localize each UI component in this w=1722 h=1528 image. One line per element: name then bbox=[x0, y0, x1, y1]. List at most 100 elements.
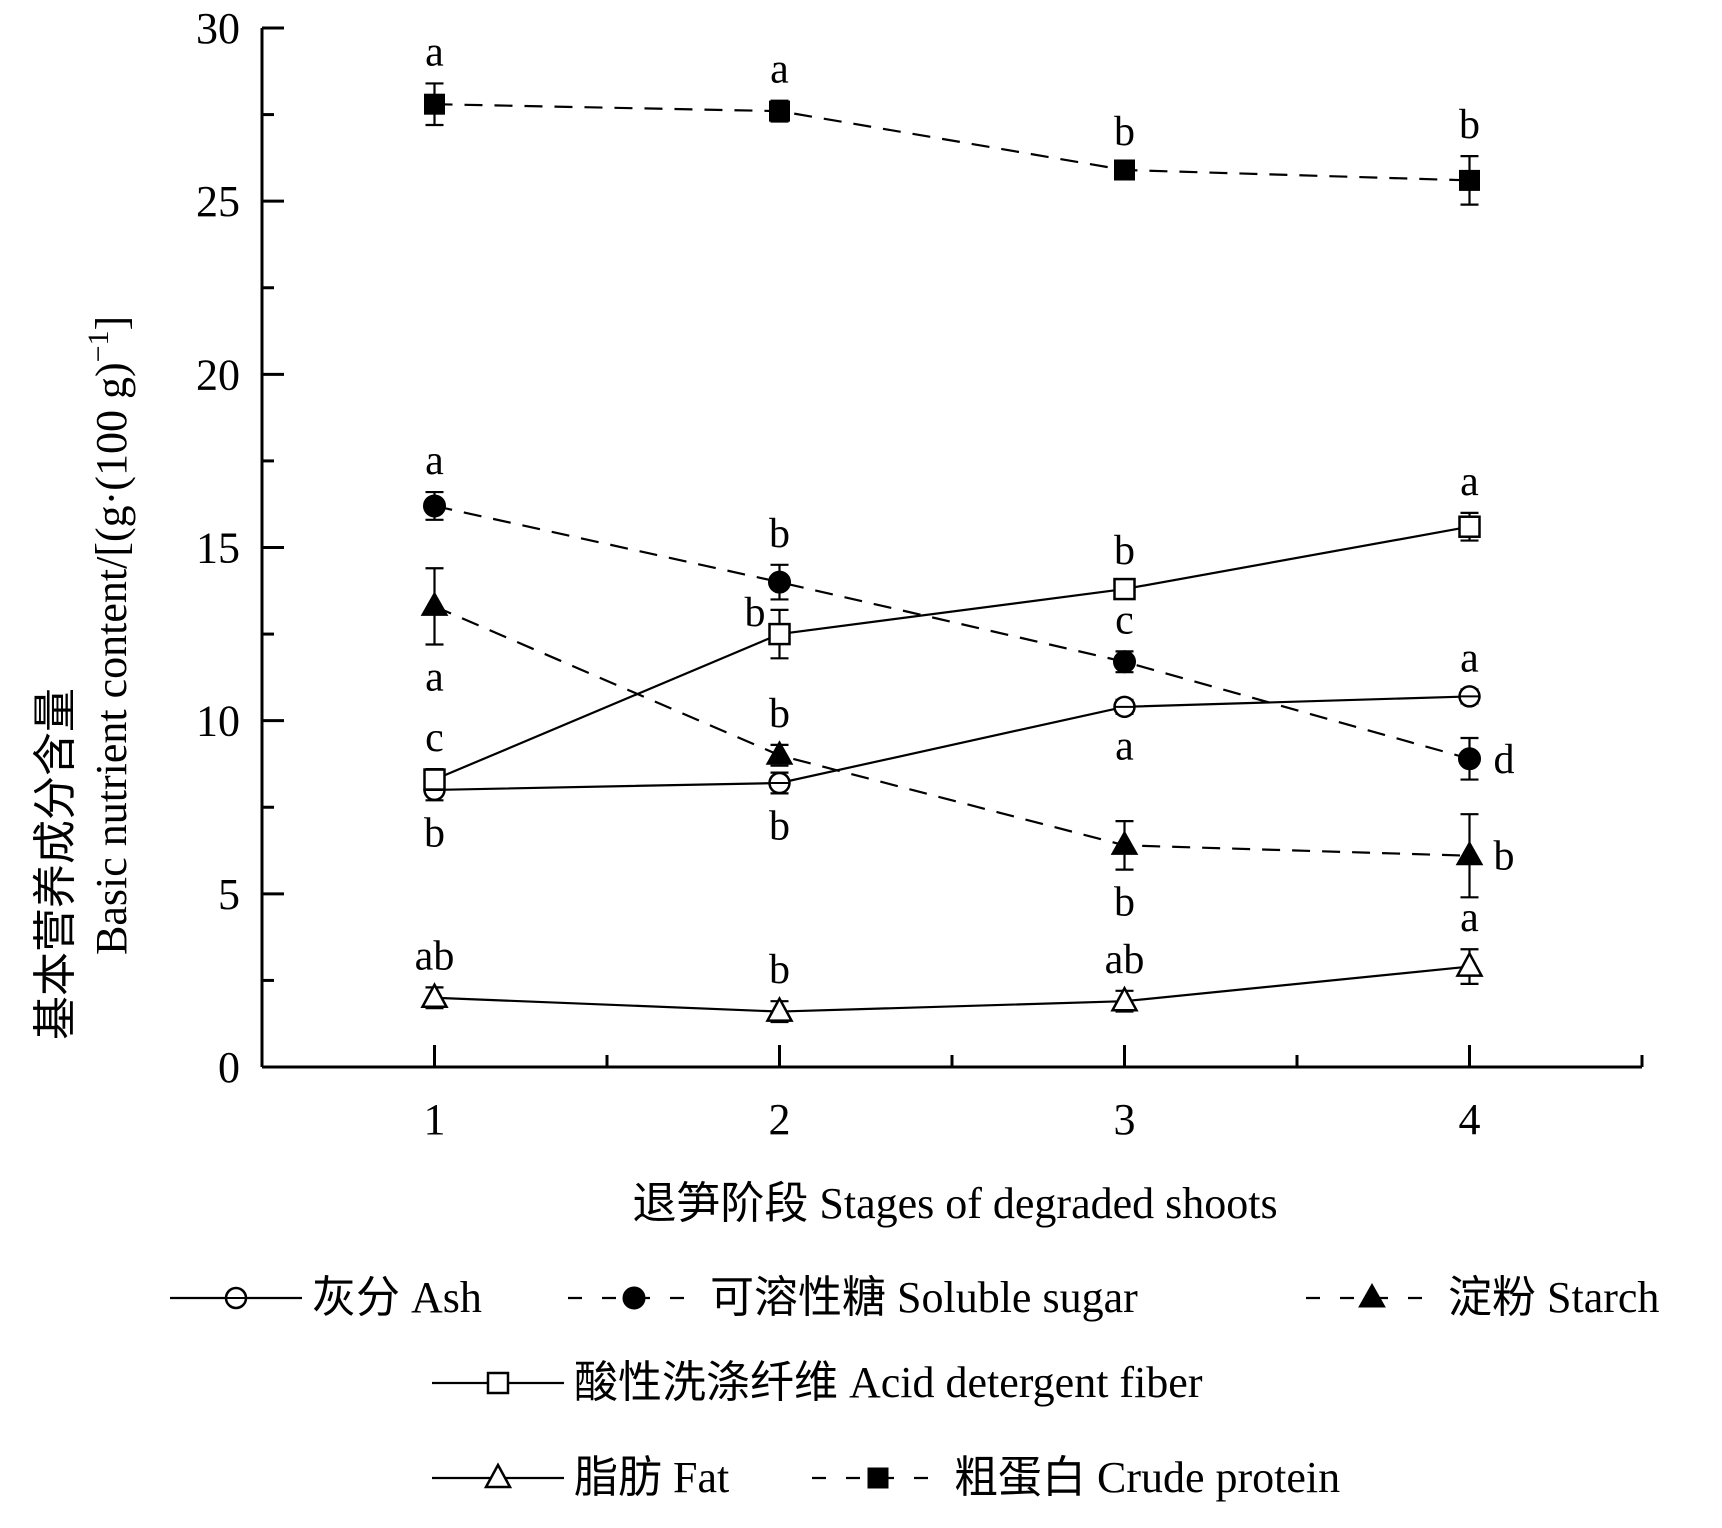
marker-square bbox=[423, 768, 446, 791]
series-line bbox=[434, 504, 1470, 760]
marker-square bbox=[424, 93, 445, 115]
data-point bbox=[1110, 985, 1139, 1012]
data-point bbox=[423, 768, 446, 791]
legend: 灰分 Ash 可溶性糖 Soluble sugar 淀粉 Starch 酸性洗涤纤维 … bbox=[170, 1273, 1659, 1502]
significance-letter: a bbox=[1460, 895, 1479, 941]
data-point bbox=[1113, 577, 1136, 601]
significance-letter: b bbox=[1114, 528, 1135, 574]
series bbox=[420, 948, 1484, 1024]
marker-circle bbox=[622, 1286, 646, 1310]
legend-entry: 脂肪 Fat bbox=[432, 1453, 729, 1502]
significance-letter: a bbox=[425, 29, 444, 75]
series-line bbox=[434, 965, 1470, 1013]
legend-label: 可溶性糖 Soluble sugar bbox=[710, 1273, 1138, 1322]
series bbox=[423, 685, 1481, 802]
y-axis-title-zh: 基本营养成分含量 bbox=[31, 688, 80, 1040]
significance-letter: a bbox=[425, 654, 444, 700]
legend-label: 灰分 Ash bbox=[312, 1273, 482, 1322]
data-point bbox=[765, 995, 794, 1022]
series-line bbox=[434, 525, 1470, 781]
significance-letter: b bbox=[424, 810, 445, 856]
marker-square bbox=[1113, 577, 1136, 601]
significance-letter: ab bbox=[415, 933, 455, 979]
significance-letter: b bbox=[1114, 880, 1135, 926]
significance-letter: a bbox=[1460, 459, 1479, 505]
marker-triangle bbox=[1358, 1282, 1386, 1308]
marker-circle bbox=[1113, 650, 1136, 674]
data-point bbox=[1458, 515, 1481, 538]
y-tick-label: 25 bbox=[196, 177, 240, 226]
y-tick-label: 5 bbox=[218, 870, 240, 919]
data-point bbox=[1455, 950, 1484, 977]
marker-triangle bbox=[420, 982, 449, 1008]
legend-label: 脂肪 Fat bbox=[574, 1453, 729, 1502]
x-tick-label: 2 bbox=[769, 1095, 791, 1144]
data-point bbox=[420, 982, 449, 1008]
legend-entry: 粗蛋白 Crude protein bbox=[812, 1453, 1340, 1502]
significance-letter: a bbox=[425, 438, 444, 484]
legend-marker bbox=[486, 1371, 510, 1395]
data-point bbox=[1455, 840, 1484, 866]
legend-entry: 酸性洗涤纤维 Acid detergent fiber bbox=[432, 1358, 1203, 1407]
marker-square bbox=[769, 100, 790, 122]
marker-triangle bbox=[420, 591, 449, 616]
series bbox=[423, 490, 1481, 781]
legend-label: 粗蛋白 Crude protein bbox=[954, 1453, 1340, 1502]
series-line bbox=[434, 605, 1470, 857]
data-point bbox=[768, 570, 791, 594]
legend-label: 淀粉 Starch bbox=[1448, 1273, 1659, 1322]
legend-marker bbox=[1358, 1282, 1386, 1308]
marker-triangle bbox=[1110, 985, 1139, 1012]
x-tick-label: 1 bbox=[424, 1095, 446, 1144]
significance-letter: a bbox=[1115, 724, 1134, 770]
x-axis-title: 退笋阶段 Stages of degraded shoots bbox=[632, 1179, 1277, 1228]
legend-marker bbox=[224, 1286, 248, 1310]
significance-letter: ab bbox=[1105, 937, 1145, 983]
x-tick-label: 4 bbox=[1459, 1095, 1481, 1144]
y-axis-title-en-main: Basic nutrient content/[(g·(100 g) bbox=[87, 362, 136, 955]
legend-entry: 可溶性糖 Soluble sugar bbox=[568, 1273, 1138, 1322]
marker-circle bbox=[423, 494, 446, 518]
data-point bbox=[423, 494, 446, 518]
significance-letter: b bbox=[769, 947, 790, 993]
marker-triangle bbox=[765, 995, 794, 1022]
significance-letter: c bbox=[425, 715, 444, 761]
significance-letter: b bbox=[769, 511, 790, 557]
y-axis-title-group: 基本营养成分含量 bbox=[31, 688, 80, 1040]
marker-triangle bbox=[765, 740, 794, 765]
series-line bbox=[434, 695, 1470, 792]
significance-letter: b bbox=[745, 590, 766, 636]
series bbox=[420, 567, 1484, 899]
marker-triangle bbox=[1110, 830, 1139, 855]
series bbox=[424, 82, 1480, 206]
significance-letter: d bbox=[1494, 737, 1515, 783]
series-layer bbox=[420, 82, 1484, 1024]
y-tick-label: 0 bbox=[218, 1043, 240, 1092]
legend-entry: 淀粉 Starch bbox=[1306, 1273, 1659, 1322]
marker-circle bbox=[1458, 747, 1481, 771]
marker-square bbox=[768, 622, 791, 646]
series-line bbox=[434, 103, 1470, 182]
significance-letter: a bbox=[1460, 635, 1479, 681]
legend-marker bbox=[483, 1462, 513, 1489]
marker-triangle bbox=[1455, 840, 1484, 866]
legend-label: 酸性洗涤纤维 Acid detergent fiber bbox=[574, 1358, 1203, 1407]
y-axis-title-en-sup: −1 bbox=[82, 330, 115, 362]
y-tick-label: 15 bbox=[196, 524, 240, 573]
marker-triangle bbox=[483, 1462, 513, 1489]
x-tick-label: 3 bbox=[1114, 1095, 1136, 1144]
data-point bbox=[769, 100, 790, 122]
data-point bbox=[420, 591, 449, 616]
data-point bbox=[1459, 169, 1480, 191]
marker-square bbox=[1458, 515, 1481, 538]
legend-marker bbox=[867, 1467, 889, 1489]
data-point bbox=[768, 622, 791, 646]
significance-letter: b bbox=[1114, 109, 1135, 155]
significance-letter: b bbox=[769, 803, 790, 849]
significance-letter: c bbox=[1115, 597, 1134, 643]
data-point bbox=[1114, 159, 1135, 181]
y-axis-title-en-group: Basic nutrient content/[(g·(100 g)−1] bbox=[82, 316, 136, 955]
marker-square bbox=[867, 1467, 889, 1489]
